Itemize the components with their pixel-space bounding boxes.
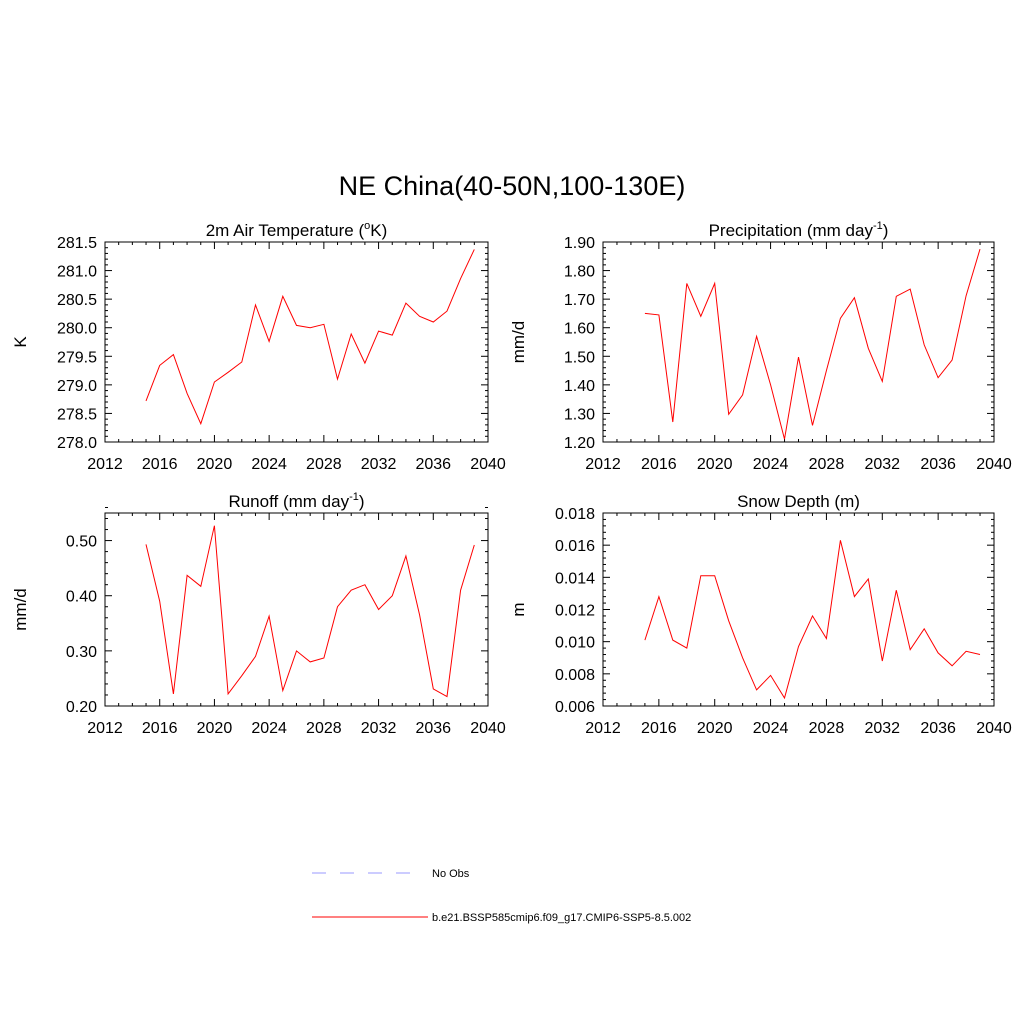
plot-frame	[602, 241, 995, 443]
x-tick-label: 2036	[415, 720, 451, 737]
x-tick-label: 2020	[697, 720, 733, 737]
y-tick-label: 278.5	[57, 406, 97, 423]
x-tick-label: 2012	[87, 720, 123, 737]
x-tick-label: 2020	[697, 456, 733, 473]
y-tick-label: 0.008	[555, 667, 595, 684]
x-tick-label: 2028	[809, 456, 845, 473]
panel-title-main: Runoff (mm day	[228, 492, 349, 511]
y-tick-label: 0.006	[555, 699, 595, 716]
x-tick-label: 2024	[251, 456, 287, 473]
x-tick-label: 2024	[251, 720, 287, 737]
plot-frame	[104, 512, 489, 707]
x-tick-label: 2032	[864, 456, 900, 473]
y-tick-label: 280.0	[57, 321, 97, 338]
panel-snow-depth: 2012 2016 2020 2024 2028 2032 2036 2040 0.006 0.0…	[509, 492, 1012, 737]
x-tick-label: 2016	[641, 456, 677, 473]
x-tick-label: 2016	[142, 720, 178, 737]
panel-title: 2m Air Temperature (oK)	[206, 220, 388, 240]
panel-title-main: 2m Air Temperature (	[206, 221, 365, 240]
y-tick-label: 0.30	[66, 644, 97, 661]
series-line-precipitation	[644, 248, 981, 440]
y-tick-label: 1.60	[564, 321, 595, 338]
panel-title-tail: )	[359, 492, 365, 511]
x-tick-label: 2028	[306, 720, 342, 737]
x-tick-label: 2032	[361, 456, 397, 473]
y-tick-label: 0.014	[555, 570, 595, 587]
panel-title-superscript: -1	[873, 220, 883, 232]
x-tick-label: 2036	[920, 720, 956, 737]
y-tick-label: 280.5	[57, 292, 97, 309]
x-tick-label: 2012	[585, 720, 621, 737]
y-tick-label: 0.012	[555, 603, 595, 620]
x-tick-label: 2040	[470, 456, 506, 473]
x-tick-label: 2024	[753, 456, 789, 473]
panel-title-superscript: o	[364, 220, 370, 232]
y-axis-label: K	[11, 336, 30, 348]
panel-runoff: 2012 2016 2020 2024 2028 2032 2036 2040 0.20 0.30…	[11, 491, 506, 737]
panel-title: Snow Depth (m)	[737, 492, 860, 511]
y-axis-label: mm/d	[509, 321, 528, 364]
panel-title-superscript: -1	[349, 491, 359, 503]
y-tick-label: 1.40	[564, 378, 595, 395]
x-tick-label: 2028	[306, 456, 342, 473]
x-tick-label: 2016	[142, 456, 178, 473]
series-line-snow-depth	[644, 540, 981, 700]
panel-title: Runoff (mm day-1)	[228, 491, 364, 511]
y-tick-label: 1.30	[564, 406, 595, 423]
figure-title: NE China(40-50N,100-130E)	[339, 171, 686, 201]
x-tick-label: 2040	[976, 720, 1012, 737]
x-tick-label: 2012	[585, 456, 621, 473]
panel-title-tail: )	[883, 221, 889, 240]
y-tick-label: 279.0	[57, 378, 97, 395]
y-tick-label: 1.20	[564, 435, 595, 452]
y-tick-label: 281.5	[57, 235, 97, 252]
y-tick-label: 0.20	[66, 699, 97, 716]
legend-label-no-obs: No Obs	[432, 868, 470, 880]
x-tick-label: 2024	[753, 720, 789, 737]
y-tick-label: 0.016	[555, 538, 595, 555]
y-tick-label: 1.80	[564, 264, 595, 281]
x-tick-label: 2020	[197, 456, 233, 473]
legend: No Obs b.e21.BSSP585cmip6.f09_g17.CMIP6-…	[312, 868, 691, 924]
x-tick-label: 2028	[809, 720, 845, 737]
y-tick-label: 1.70	[564, 292, 595, 309]
panels: 2012 2016 2020 2024 2028 2032 2036 2040 278.0 278…	[11, 220, 1012, 737]
y-tick-label: 1.90	[564, 235, 595, 252]
y-tick-label: 278.0	[57, 435, 97, 452]
y-tick-label: 0.40	[66, 589, 97, 606]
series-line-runoff	[145, 525, 475, 698]
panel-title-tail: K)	[370, 221, 387, 240]
y-tick-label: 0.018	[555, 506, 595, 523]
plot-frame	[104, 241, 489, 443]
panel-title-main: Precipitation (mm day	[709, 221, 874, 240]
legend-label-model-run: b.e21.BSSP585cmip6.f09_g17.CMIP6-SSP5-8.…	[432, 912, 691, 924]
legend-item-no-obs: No Obs	[312, 868, 470, 880]
plot-frame	[602, 512, 995, 707]
y-axis-label: m	[509, 602, 528, 616]
panel-title: Precipitation (mm day-1)	[709, 220, 889, 240]
series-line-temperature	[145, 249, 475, 426]
y-tick-label: 281.0	[57, 264, 97, 281]
y-tick-label: 0.50	[66, 534, 97, 551]
x-tick-label: 2040	[470, 720, 506, 737]
legend-item-model-run: b.e21.BSSP585cmip6.f09_g17.CMIP6-SSP5-8.…	[312, 912, 691, 924]
y-axis-label: mm/d	[11, 588, 30, 631]
x-tick-label: 2040	[976, 456, 1012, 473]
x-tick-label: 2012	[87, 456, 123, 473]
y-tick-label: 279.5	[57, 349, 97, 366]
x-tick-label: 2016	[641, 720, 677, 737]
panel-precipitation: 2012 2016 2020 2024 2028 2032 2036 2040 1.20 1.30…	[509, 220, 1012, 473]
x-tick-label: 2036	[415, 456, 451, 473]
y-tick-label: 1.50	[564, 349, 595, 366]
panel-title-main: Snow Depth (m)	[737, 492, 860, 511]
x-tick-label: 2032	[361, 720, 397, 737]
x-tick-label: 2032	[864, 720, 900, 737]
x-tick-label: 2036	[920, 456, 956, 473]
y-tick-label: 0.010	[555, 635, 595, 652]
panel-temperature: 2012 2016 2020 2024 2028 2032 2036 2040 278.0 278…	[11, 220, 506, 473]
x-tick-label: 2020	[197, 720, 233, 737]
